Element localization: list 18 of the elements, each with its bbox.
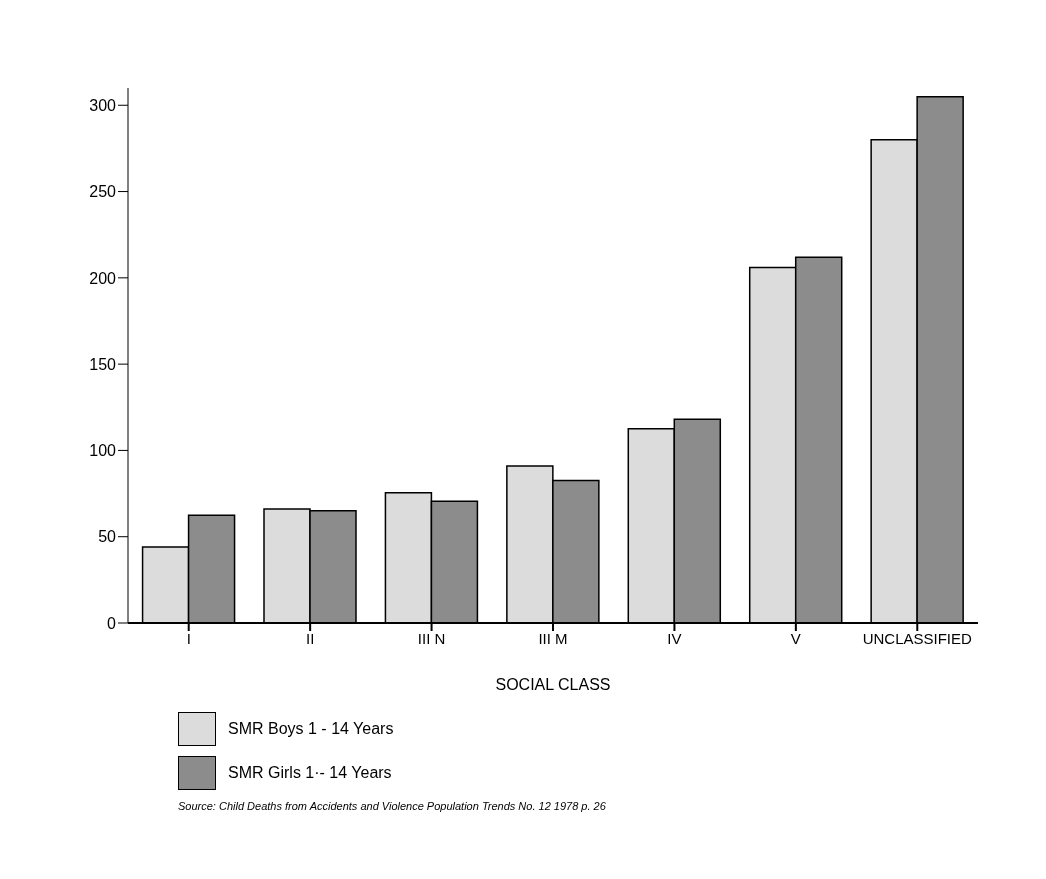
legend-label: SMR Boys 1 - 14 Years [228, 720, 394, 738]
y-tick-label: 50 [98, 528, 117, 546]
y-tick-label: 300 [89, 96, 117, 114]
y-tick-label: 200 [89, 269, 117, 287]
source-note: Source: Child Deaths from Accidents and Violence Population Trends No. 12 1978 p. 26 [178, 800, 607, 812]
x-tick-label: III M [538, 629, 568, 647]
x-tick-label: V [790, 629, 801, 647]
x-tick-label: UNCLASSIFIED [862, 629, 973, 647]
x-tick-label: I [186, 629, 191, 647]
x-tick-label: III N [417, 629, 446, 647]
legend-label: SMR Girls 1·- 14 Years [228, 764, 392, 782]
y-tick-label: 0 [107, 614, 117, 632]
y-tick-label: 100 [89, 442, 117, 460]
x-axis-title: SOCIAL CLASS [495, 676, 611, 693]
x-tick-label: IV [667, 629, 682, 647]
y-tick-label: 150 [89, 355, 117, 373]
x-tick-label: II [305, 629, 315, 647]
y-tick-label: 250 [89, 183, 117, 201]
